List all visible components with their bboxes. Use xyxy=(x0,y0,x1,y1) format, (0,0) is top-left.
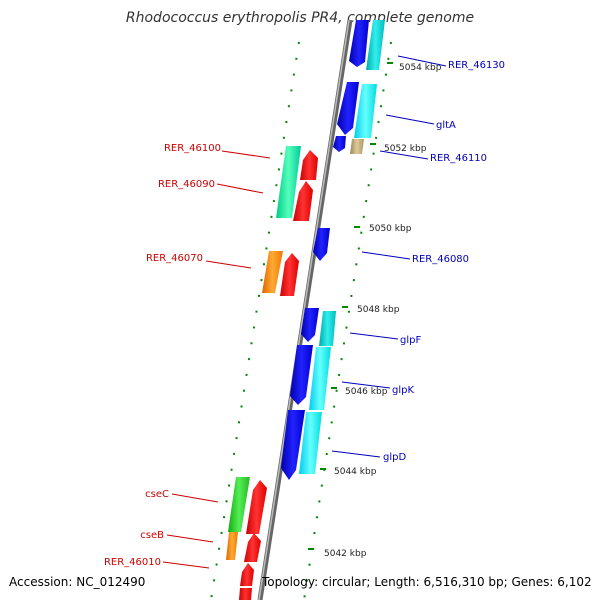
gene-arrow-RER-46090[interactable] xyxy=(293,181,313,221)
label-group-glpD[interactable]: glpD xyxy=(331,450,406,463)
scale-tick-5044: 5044 kbp xyxy=(320,467,377,477)
gene-arrow-glpD[interactable] xyxy=(281,410,305,480)
cds-bar-RER-46100[interactable] xyxy=(276,146,301,218)
gene-arrow-glpF[interactable] xyxy=(301,308,319,342)
label-group-glpK[interactable]: glpK xyxy=(341,381,414,396)
label-group-RER-46090[interactable]: RER_46090 xyxy=(158,179,264,194)
cds-bar-cseC[interactable] xyxy=(228,477,250,532)
label-group-RER-46130[interactable]: RER_46130 xyxy=(397,55,505,71)
scale-tick-5054: 5054 kbp xyxy=(387,62,442,73)
genome-backbone-highlight xyxy=(258,19,350,600)
gene-label[interactable]: glpK xyxy=(392,385,414,396)
map-title: Rhodococcus erythropolis PR4, complete g… xyxy=(125,10,475,26)
cds-bar-gltA[interactable] xyxy=(354,84,377,138)
gene-arrow-glpK[interactable] xyxy=(290,345,313,405)
cds-bar-RER-46110[interactable] xyxy=(350,139,364,154)
gene-arrow-RER-46000[interactable] xyxy=(239,588,252,600)
gene-label[interactable]: RER_46090 xyxy=(158,179,215,190)
tick-label: 5052 kbp xyxy=(384,144,427,154)
gene-label[interactable]: RER_46100 xyxy=(164,143,221,154)
gene-label[interactable]: RER_46080 xyxy=(412,254,469,265)
label-group-RER-46100[interactable]: RER_46100 xyxy=(164,143,271,159)
gene-label[interactable]: RER_46110 xyxy=(430,153,487,164)
cds-bar-RER-46130[interactable] xyxy=(366,20,385,70)
gene-label[interactable]: cseC xyxy=(145,489,169,500)
gene-arrow-RER-46110[interactable] xyxy=(333,136,346,152)
accession-text: Accession: NC_012490 xyxy=(9,575,146,589)
gene-arrow-RER-46130[interactable] xyxy=(349,20,369,67)
cds-bar-glpK[interactable] xyxy=(309,347,331,410)
scale-tick-5052: 5052 kbp xyxy=(370,143,427,154)
label-group-RER-46070[interactable]: RER_46070 xyxy=(146,253,252,269)
cds-bar-RER-46070[interactable] xyxy=(262,251,283,293)
label-group-cseC[interactable]: cseC xyxy=(145,489,219,503)
gene-arrow-RER-46100[interactable] xyxy=(300,150,318,180)
tick-label: 5054 kbp xyxy=(399,63,442,73)
cds-bar-glpF[interactable] xyxy=(319,311,336,346)
cds-bar-glpD[interactable] xyxy=(299,412,322,474)
gene-arrow-cseB[interactable] xyxy=(244,533,261,562)
tick-label: 5044 kbp xyxy=(334,467,377,477)
gene-arrow-gltA[interactable] xyxy=(337,82,359,135)
gene-arrow-RER-46070[interactable] xyxy=(280,253,299,296)
gene-label[interactable]: RER_46130 xyxy=(448,60,505,71)
label-group-RER-46110[interactable]: RER_46110 xyxy=(379,150,487,164)
gene-label[interactable]: glpF xyxy=(400,335,421,346)
gene-label[interactable]: RER_46070 xyxy=(146,253,203,264)
scale-tick-5046: 5046 kbp xyxy=(331,387,388,397)
label-group-cseB[interactable]: cseB xyxy=(140,530,214,543)
gene-arrow-cseC[interactable] xyxy=(246,480,267,534)
tick-label: 5050 kbp xyxy=(369,224,412,234)
gene-label[interactable]: RER_46010 xyxy=(104,557,161,568)
tick-label: 5048 kbp xyxy=(357,305,400,315)
gene-label[interactable]: glpD xyxy=(383,452,406,463)
label-group-RER-46010[interactable]: RER_46010 xyxy=(104,557,210,569)
scale-tick-5048: 5048 kbp xyxy=(342,305,400,315)
cds-bar-cseB[interactable] xyxy=(226,532,238,560)
gene-arrow-RER-46080[interactable] xyxy=(313,228,330,261)
scale-tick-5050: 5050 kbp xyxy=(354,224,412,234)
tick-label: 5046 kbp xyxy=(345,387,388,397)
label-group-gltA[interactable]: gltA xyxy=(385,114,456,131)
label-group-RER-46080[interactable]: RER_46080 xyxy=(361,251,469,265)
scale-tick-5042: 5042 kbp xyxy=(308,548,367,559)
tick-label: 5042 kbp xyxy=(324,549,367,559)
gene-arrow-RER-46010[interactable] xyxy=(240,563,254,586)
label-group-glpF[interactable]: glpF xyxy=(349,332,421,346)
gene-label[interactable]: gltA xyxy=(436,120,456,131)
gene-label[interactable]: cseB xyxy=(140,530,164,541)
genome-summary-text: Topology: circular; Length: 6,516,310 bp… xyxy=(262,575,592,589)
